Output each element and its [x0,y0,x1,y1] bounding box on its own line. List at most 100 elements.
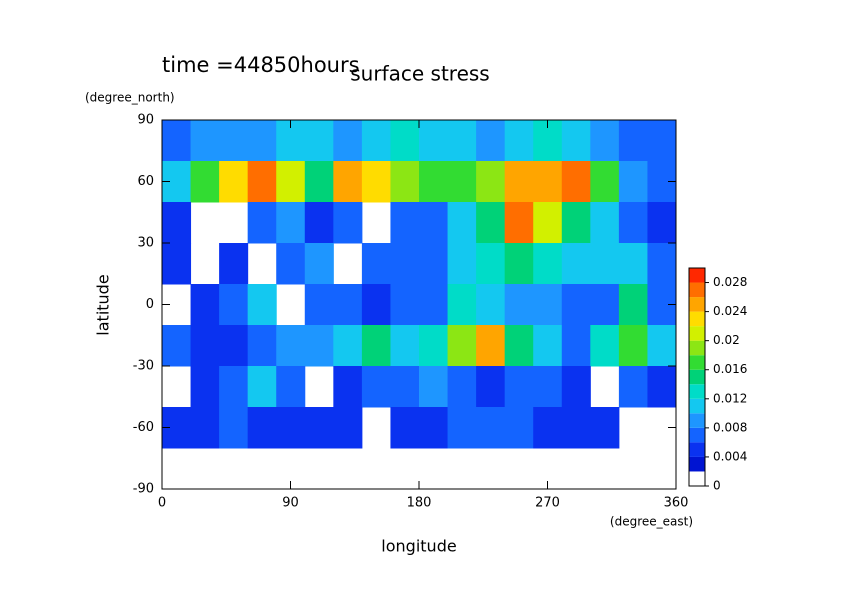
contour-cell [333,284,363,326]
contour-cell [504,161,534,203]
contour-cell [419,161,449,203]
contour-cell [504,120,534,162]
contour-cell [561,284,591,326]
contour-cell [647,325,677,367]
y-tick-label: -90 [133,482,154,497]
contour-cell [504,202,534,244]
contour-cell [590,161,620,203]
contour-cell [476,243,506,285]
colorbar-frame [688,267,706,487]
contour-cell [647,366,677,408]
contour-cell [247,202,277,244]
colorbar-tick-label: 0.024 [713,304,747,318]
contour-cell [333,407,363,449]
contour-cell [190,366,220,408]
y-tick-label: -60 [133,420,154,435]
contour-cell [561,325,591,367]
contour-cell [419,284,449,326]
contour-cell [247,120,277,162]
contour-cell [647,120,677,162]
contour-cell [304,325,334,367]
x-tick-label: 180 [407,496,432,511]
contour-cell [476,202,506,244]
contour-cell [276,161,306,203]
contour-cell [561,407,591,449]
contour-cell [590,202,620,244]
contour-cell [361,120,391,162]
contour-cell [361,325,391,367]
colorbar-tick-label: 0 [713,479,721,493]
contour-cell [304,161,334,203]
contour-cell [304,284,334,326]
contour-cell [590,407,620,449]
contour-cell [361,366,391,408]
contour-cell [419,243,449,285]
contour-cell [162,120,192,162]
contour-cell [390,325,420,367]
contour-cell [618,202,648,244]
contour-cell [476,161,506,203]
contour-cell [618,161,648,203]
chart-title: surface stress [350,62,489,86]
contour-cell [190,120,220,162]
contour-cell [533,202,563,244]
contour-cell [247,325,277,367]
contour-cell [504,366,534,408]
contour-cell [247,366,277,408]
contour-cell [504,284,534,326]
contour-cell [590,284,620,326]
colorbar-tick-label: 0.016 [713,362,747,376]
contour-cell [447,407,477,449]
x-tick-label: 270 [535,496,560,511]
contour-cell [590,325,620,367]
y-tick-label: -30 [133,359,154,374]
contour-cell [247,407,277,449]
contour-cell [219,161,249,203]
contour-cell [447,120,477,162]
contour-cell [533,325,563,367]
contour-cell [561,120,591,162]
contour-cell [533,284,563,326]
contour-cell [561,202,591,244]
contour-cell [304,407,334,449]
contour-cell [361,161,391,203]
contour-cell [590,120,620,162]
colorbar-segment [689,384,705,399]
contour-cell [219,407,249,449]
contour-cell [304,243,334,285]
contour-cell [190,325,220,367]
contour-cell [333,366,363,408]
contour-cell [276,202,306,244]
contour-cell [447,325,477,367]
contour-cell [476,366,506,408]
contour-cell [476,407,506,449]
contour-cell [419,366,449,408]
contour-cell [219,120,249,162]
contour-cell [190,284,220,326]
contour-cell [276,366,306,408]
x-unit: (degree_east) [610,515,693,529]
contour-cell [390,366,420,408]
colorbar-segment [689,340,705,356]
colorbar-segment [689,456,705,472]
colorbar-tick-label: 0.028 [713,275,747,289]
contour-cell [504,325,534,367]
colorbar-segment [689,471,705,486]
contour-cell [618,243,648,285]
contour-cell [419,120,449,162]
colorbar-tick-label: 0.012 [713,391,747,405]
contour-cell [561,161,591,203]
contour-cell [219,284,249,326]
colorbar-segment [689,311,705,327]
contour-cell [390,161,420,203]
colorbar-tick-label: 0.008 [713,420,747,434]
contour-cell [533,407,563,449]
colorbar-tick-label: 0.004 [713,449,747,463]
contour-cell [333,202,363,244]
colorbar-segment [689,427,705,443]
contour-cell [390,407,420,449]
contour-cell [476,284,506,326]
contour-cell [419,202,449,244]
